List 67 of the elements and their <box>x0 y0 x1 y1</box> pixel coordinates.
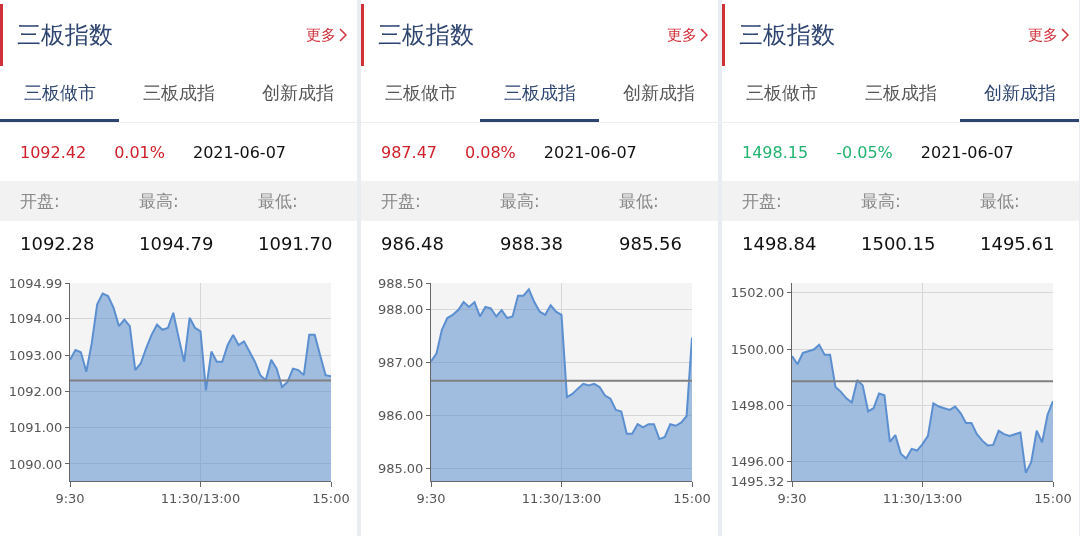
x-tick-label: 11:30/13:00 <box>160 490 241 506</box>
text: 更多 <box>306 25 336 45</box>
text: 开盘: <box>380 189 422 213</box>
y-tick-label: 987.00 <box>377 355 424 371</box>
chart-title: 三板指数 <box>17 20 113 51</box>
text: 988.38 <box>499 231 564 256</box>
text: 创新成指 <box>960 66 1079 122</box>
y-tick-label: 986.00 <box>377 408 424 424</box>
text: 最低: <box>618 189 660 213</box>
text: 创新成指 <box>621 80 696 105</box>
text: 最高: <box>860 189 902 213</box>
text: 最低: <box>257 189 299 213</box>
text: 最高: <box>499 189 541 213</box>
text: 1091.70 <box>257 231 334 256</box>
text: 0.08% <box>464 142 516 162</box>
text: 2021-06-07 <box>193 142 286 162</box>
text: 更多 <box>667 25 697 45</box>
text: -0.05% <box>836 142 893 162</box>
y-tick-label: 1094.00 <box>8 311 63 327</box>
y-tick-label: 985.00 <box>377 461 424 477</box>
text: 986.48 <box>380 231 445 256</box>
x-tick-label: 15:00 <box>1034 490 1072 506</box>
x-tick-label: 9:30 <box>416 490 446 506</box>
text: 创新成指 <box>260 80 335 105</box>
text: 1092.42 <box>20 142 87 162</box>
x-tick-label: 9:30 <box>55 490 85 506</box>
x-tick-label: 11:30/13:00 <box>882 490 963 506</box>
text: 三板做市 <box>383 80 458 105</box>
y-tick-label: 1500.00 <box>730 341 785 357</box>
text: 开盘: <box>19 189 61 213</box>
y-tick-label: 988.50 <box>377 275 424 291</box>
text: 1500.15 <box>860 231 937 256</box>
text: 0.01% <box>114 142 165 162</box>
text: 987.47 <box>381 142 437 162</box>
text: 2021-06-07 <box>920 142 1014 162</box>
y-tick-label: 1495.32 <box>730 473 785 489</box>
text: 最低: <box>979 189 1021 213</box>
y-tick-label: 1093.00 <box>8 347 63 363</box>
chart-title: 三板指数 <box>739 20 835 51</box>
y-tick-label: 1092.00 <box>8 383 63 399</box>
text: 更多 <box>1028 25 1058 45</box>
text: 1092.28 <box>19 231 96 256</box>
x-tick-label: 15:00 <box>673 490 711 506</box>
x-tick-label: 9:30 <box>777 490 807 506</box>
y-tick-label: 1094.99 <box>8 275 63 291</box>
text: 最高: <box>138 189 180 213</box>
chart-title: 三板指数 <box>378 20 474 51</box>
y-tick-label: 1498.00 <box>730 397 785 413</box>
text: 三板做市 <box>0 66 119 122</box>
text: 1498.15 <box>742 142 809 162</box>
text: 三板做市 <box>744 80 819 105</box>
text: 三板成指 <box>480 66 599 122</box>
text: 三板成指 <box>863 80 938 105</box>
y-tick-label: 1496.00 <box>730 454 785 470</box>
text: 1498.84 <box>741 231 818 256</box>
text: 三板成指 <box>141 80 216 105</box>
y-tick-label: 1091.00 <box>8 420 63 436</box>
text: 2021-06-07 <box>543 142 637 162</box>
text: 1495.61 <box>979 231 1056 256</box>
x-tick-label: 15:00 <box>312 490 350 506</box>
y-tick-label: 988.00 <box>377 302 424 318</box>
x-tick-label: 11:30/13:00 <box>521 490 602 506</box>
text: 开盘: <box>741 189 783 213</box>
text: 1094.79 <box>138 231 215 256</box>
y-tick-label: 1090.00 <box>8 456 63 472</box>
text: 985.56 <box>618 231 683 256</box>
y-tick-label: 1502.00 <box>730 285 785 301</box>
